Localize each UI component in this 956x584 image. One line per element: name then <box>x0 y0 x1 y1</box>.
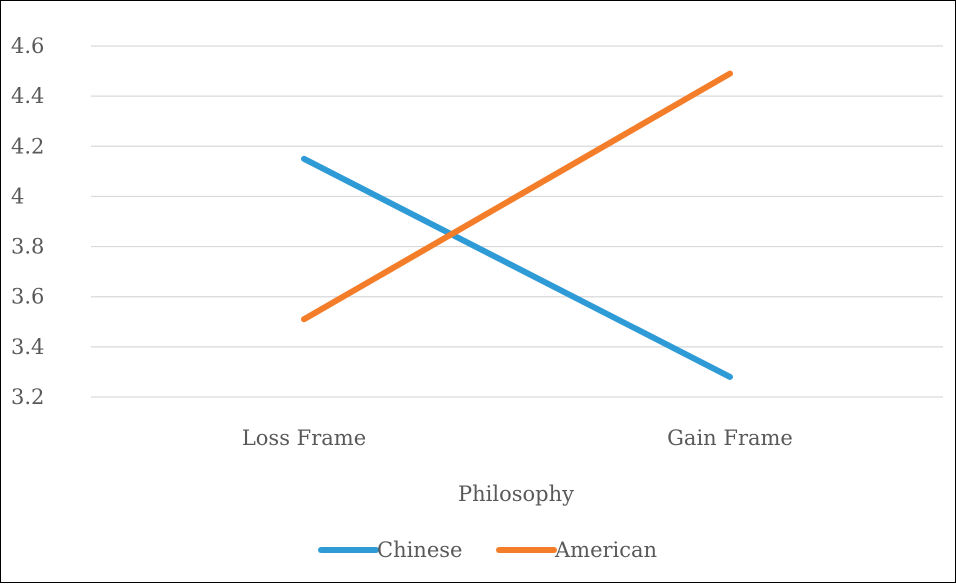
y-tick-label: 4.4 <box>11 84 44 108</box>
y-axis-ticks: 3.2 3.4 3.6 3.8 4 4.2 4.4 4.6 <box>11 34 44 409</box>
legend-label-american: American <box>554 538 657 562</box>
series-lines <box>301 70 733 380</box>
x-axis-ticks: Loss Frame Gain Frame <box>242 426 793 450</box>
y-tick-label: 3.4 <box>11 335 44 359</box>
y-tick-label: 4.6 <box>11 34 44 58</box>
y-tick-label: 3.8 <box>11 235 44 259</box>
legend: Chinese American <box>318 538 657 562</box>
y-tick-label: 3.2 <box>11 385 44 409</box>
x-tick-label: Loss Frame <box>242 426 366 450</box>
x-tick-label: Gain Frame <box>667 426 793 450</box>
y-tick-label: 4.2 <box>11 134 44 158</box>
series-line-american <box>301 70 733 323</box>
x-axis-title: Philosophy <box>458 482 574 506</box>
legend-label-chinese: Chinese <box>377 538 462 562</box>
gridlines <box>91 45 943 398</box>
y-tick-label: 3.6 <box>11 285 44 309</box>
series-line-chinese <box>301 155 733 380</box>
y-tick-label: 4 <box>11 184 24 208</box>
